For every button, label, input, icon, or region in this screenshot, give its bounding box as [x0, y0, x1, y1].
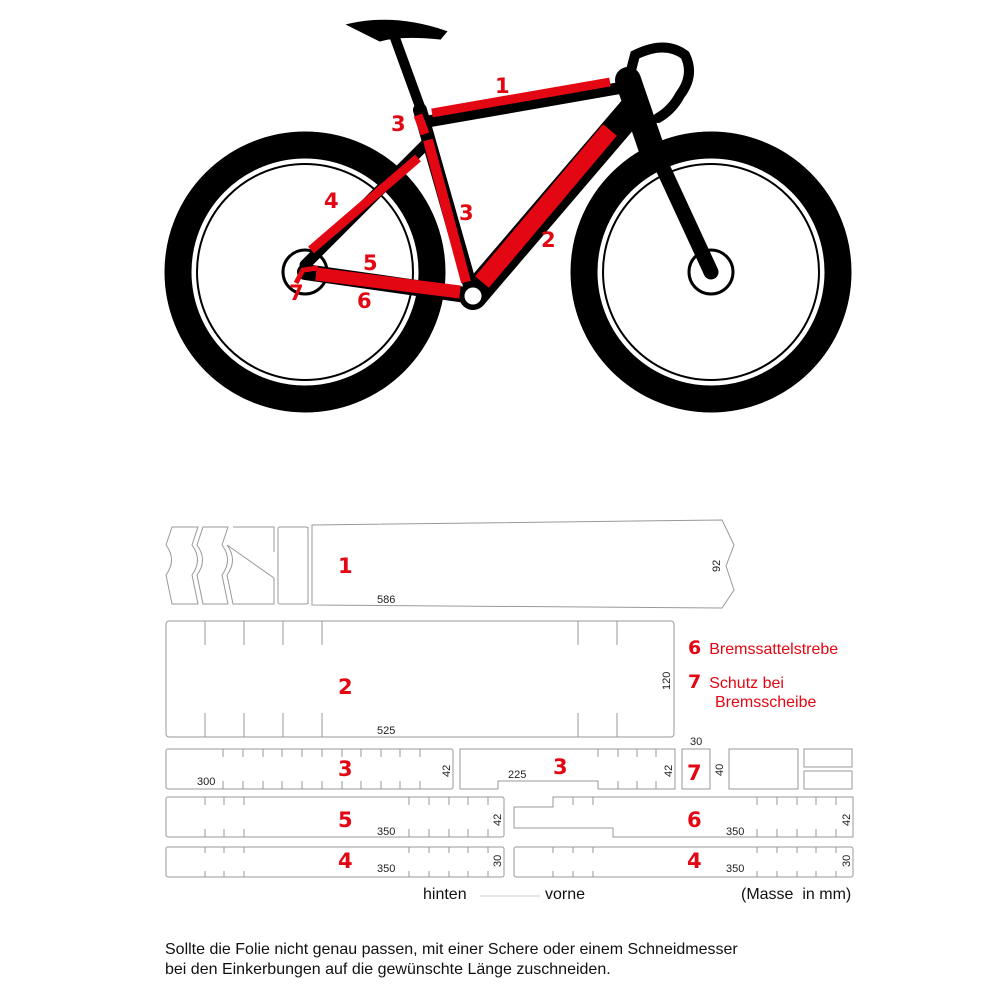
template-7-height: 40 — [714, 764, 726, 776]
template-6-height: 42 — [841, 814, 853, 826]
bike-label-4: 4 — [324, 189, 339, 213]
spare-patch-small-bottom — [803, 770, 853, 790]
template-7-number: 7 — [687, 761, 702, 785]
rear-wheel — [164, 131, 446, 413]
template-2-length: 525 — [377, 725, 395, 737]
bike-label-3-top: 3 — [391, 112, 406, 136]
template-2-number: 2 — [338, 675, 353, 699]
legend-label-6: Bremssattelstrebe — [709, 641, 839, 658]
units-note: (Masse in mm) — [741, 886, 852, 903]
template-3b-height: 42 — [663, 765, 675, 777]
legend-number-6: 6 — [688, 637, 702, 659]
bike-label-1: 1 — [495, 74, 510, 98]
protection-zones — [293, 77, 617, 299]
template-2-height: 120 — [661, 672, 673, 690]
template-6: 6 350 42 — [513, 796, 854, 838]
template-4a-height: 30 — [492, 855, 504, 867]
bike-illustration: 1 2 3 3 4 5 6 7 — [164, 19, 852, 413]
template-1: 1 586 92 — [165, 519, 735, 609]
instruction-line-1: Sollte die Folie nicht genau passen, mit… — [165, 941, 738, 958]
template-3a-number: 3 — [338, 757, 353, 781]
template-3a: 3 300 42 — [165, 748, 454, 790]
template-4b-length: 350 — [726, 863, 744, 875]
template-3b-number: 3 — [553, 755, 568, 779]
template-4a-length: 350 — [377, 863, 395, 875]
template-7: 7 30 40 — [681, 736, 726, 790]
spare-patch-small-top — [803, 748, 853, 768]
template-4b-height: 30 — [841, 855, 853, 867]
template-5-height: 42 — [492, 814, 504, 826]
template-1-number: 1 — [338, 554, 353, 578]
bike-label-5: 5 — [363, 251, 378, 275]
instruction-line-2: bei den Einkerbungen auf die gewünschte … — [165, 961, 611, 978]
template-1-height: 92 — [711, 560, 723, 572]
template-3a-length: 300 — [197, 776, 215, 788]
template-6-number: 6 — [687, 808, 702, 832]
label-rear: hinten — [423, 886, 467, 903]
bike-label-3-seat-tube: 3 — [459, 201, 474, 225]
legend-label-7-line2: Bremsscheibe — [715, 694, 817, 711]
legend-item-6: 6 Bremssattelstrebe — [688, 639, 838, 659]
label-front: vorne — [545, 886, 586, 903]
legend-number-7: 7 — [688, 671, 702, 693]
template-3b: 3 225 42 — [459, 748, 676, 790]
legend-label-7: Schutz bei — [709, 675, 784, 692]
spare-patch-large — [728, 748, 799, 790]
bike-label-2: 2 — [541, 228, 556, 252]
template-3b-length: 225 — [508, 769, 526, 781]
template-5-number: 5 — [338, 808, 353, 832]
template-5-length: 350 — [377, 826, 395, 838]
bike-label-6: 6 — [357, 289, 372, 313]
template-4a: 4 350 30 — [165, 846, 505, 878]
template-6-length: 350 — [726, 826, 744, 838]
template-2: 2 525 120 — [165, 620, 675, 738]
legend-item-7: 7 Schutz bei Bremsscheibe — [688, 673, 816, 712]
template-4a-number: 4 — [338, 849, 353, 873]
bike-label-7: 7 — [289, 281, 304, 305]
template-3a-height: 42 — [441, 765, 453, 777]
instruction-note: Sollte die Folie nicht genau passen, mit… — [165, 940, 738, 980]
template-7-width: 30 — [690, 736, 702, 748]
template-5: 5 350 42 — [165, 796, 505, 838]
template-1-length: 586 — [377, 594, 395, 606]
template-4b-number: 4 — [687, 849, 702, 873]
template-4b: 4 350 30 — [513, 846, 854, 878]
